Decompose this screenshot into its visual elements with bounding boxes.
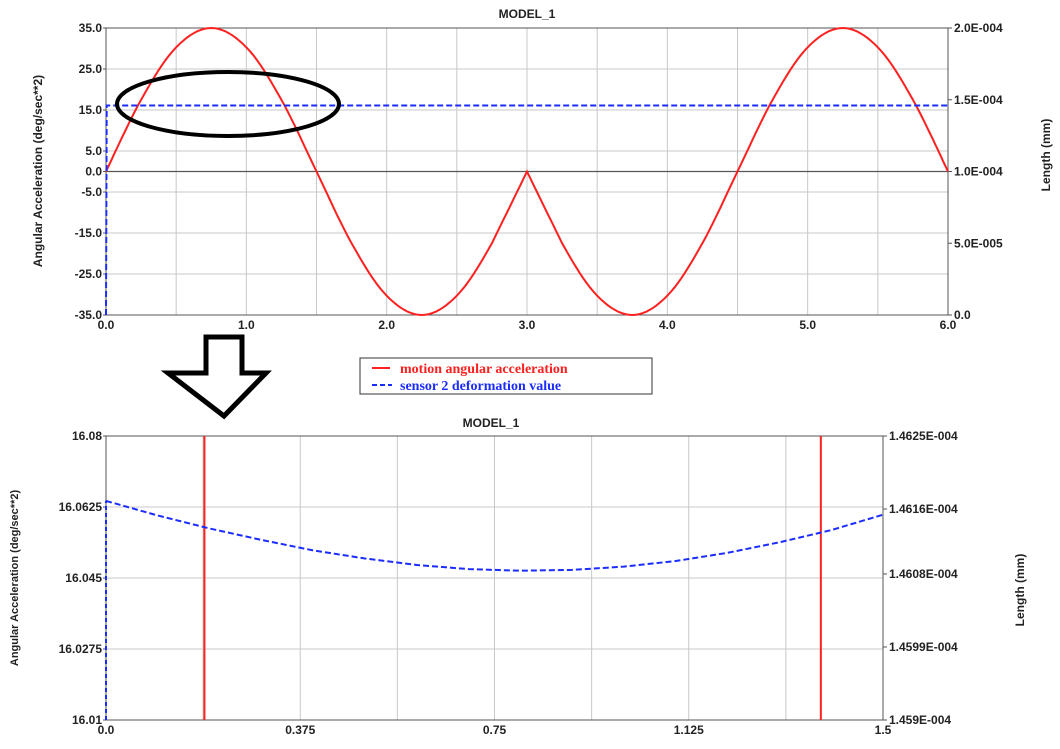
y-tick-label: -15.0 (75, 226, 103, 240)
y-tick-label: 5.0 (85, 144, 102, 158)
x-tick-label: 1.125 (674, 723, 704, 737)
y-tick-label: 0.0 (85, 165, 102, 179)
y2-tick-label: 2.0E-004 (954, 21, 1003, 35)
x-tick-label: 0.0 (98, 318, 115, 332)
x-tick-label: 0.0 (98, 723, 115, 737)
y-tick-label: 35.0 (79, 21, 103, 35)
legend-label-sensor: sensor 2 deformation value (400, 379, 561, 394)
y2-tick-label: 0.0 (954, 308, 971, 322)
y2-tick-label: 5.0E-005 (954, 236, 1003, 250)
x-tick-label: 4.0 (659, 318, 676, 332)
y-tick-label: -35.0 (75, 308, 103, 322)
y2-tick-label: 1.4616E-004 (889, 502, 958, 516)
x-tick-label: 6.0 (940, 318, 957, 332)
y-tick-label: 16.0275 (59, 642, 103, 656)
y-tick-label: 16.01 (72, 713, 102, 727)
top-chart-y2-axis-label: Length (mm) (1039, 119, 1053, 192)
y2-tick-label: 1.5E-004 (954, 93, 1003, 107)
y2-tick-label: 1.4599E-004 (889, 640, 958, 654)
y2-tick-label: 1.4625E-004 (889, 429, 958, 443)
bottom-chart-y-axis-label: Angular Acceleration (deg/sec**2) (9, 490, 21, 667)
top-chart-y-axis-label: Angular Acceleration (deg/sec**2) (31, 75, 45, 267)
series-line-sensor (105, 104, 948, 316)
ellipse-highlight (115, 70, 341, 138)
x-tick-label: 0.75 (483, 723, 507, 737)
x-tick-label: 0.375 (285, 723, 315, 737)
top-chart-title: MODEL_1 (499, 7, 556, 21)
y2-tick-label: 1.4608E-004 (889, 567, 958, 581)
legend: motion angular acceleration sensor 2 def… (359, 357, 653, 395)
y-tick-label: -25.0 (75, 267, 103, 281)
y2-tick-label: 1.459E-004 (889, 713, 951, 727)
x-tick-label: 3.0 (519, 318, 536, 332)
y-tick-label: 16.08 (72, 429, 102, 443)
x-tick-label: 1.0 (238, 318, 255, 332)
top-chart: MODEL_1 Angular Acceleration (deg/sec**2… (31, 7, 1053, 332)
bottom-chart-title: MODEL_1 (463, 416, 520, 430)
legend-box (359, 357, 653, 395)
legend-label-motion: motion angular acceleration (400, 362, 568, 377)
x-tick-label: 2.0 (378, 318, 395, 332)
series-line-motion (105, 26, 949, 317)
bottom-chart: MODEL_1 Angular Acceleration (deg/sec**2… (9, 416, 1027, 737)
y-tick-label: 16.0625 (59, 500, 103, 514)
bottom-chart-y2-axis-label: Length (mm) (1013, 554, 1027, 627)
y-tick-label: 15.0 (79, 103, 103, 117)
y-tick-label: 16.045 (65, 571, 102, 585)
y-tick-label: 25.0 (79, 62, 103, 76)
x-tick-label: 5.0 (799, 318, 816, 332)
y2-tick-label: 1.0E-004 (954, 165, 1003, 179)
down-arrow (160, 334, 272, 420)
y-tick-label: -5.0 (81, 185, 102, 199)
x-tick-label: 1.5 (875, 723, 892, 737)
